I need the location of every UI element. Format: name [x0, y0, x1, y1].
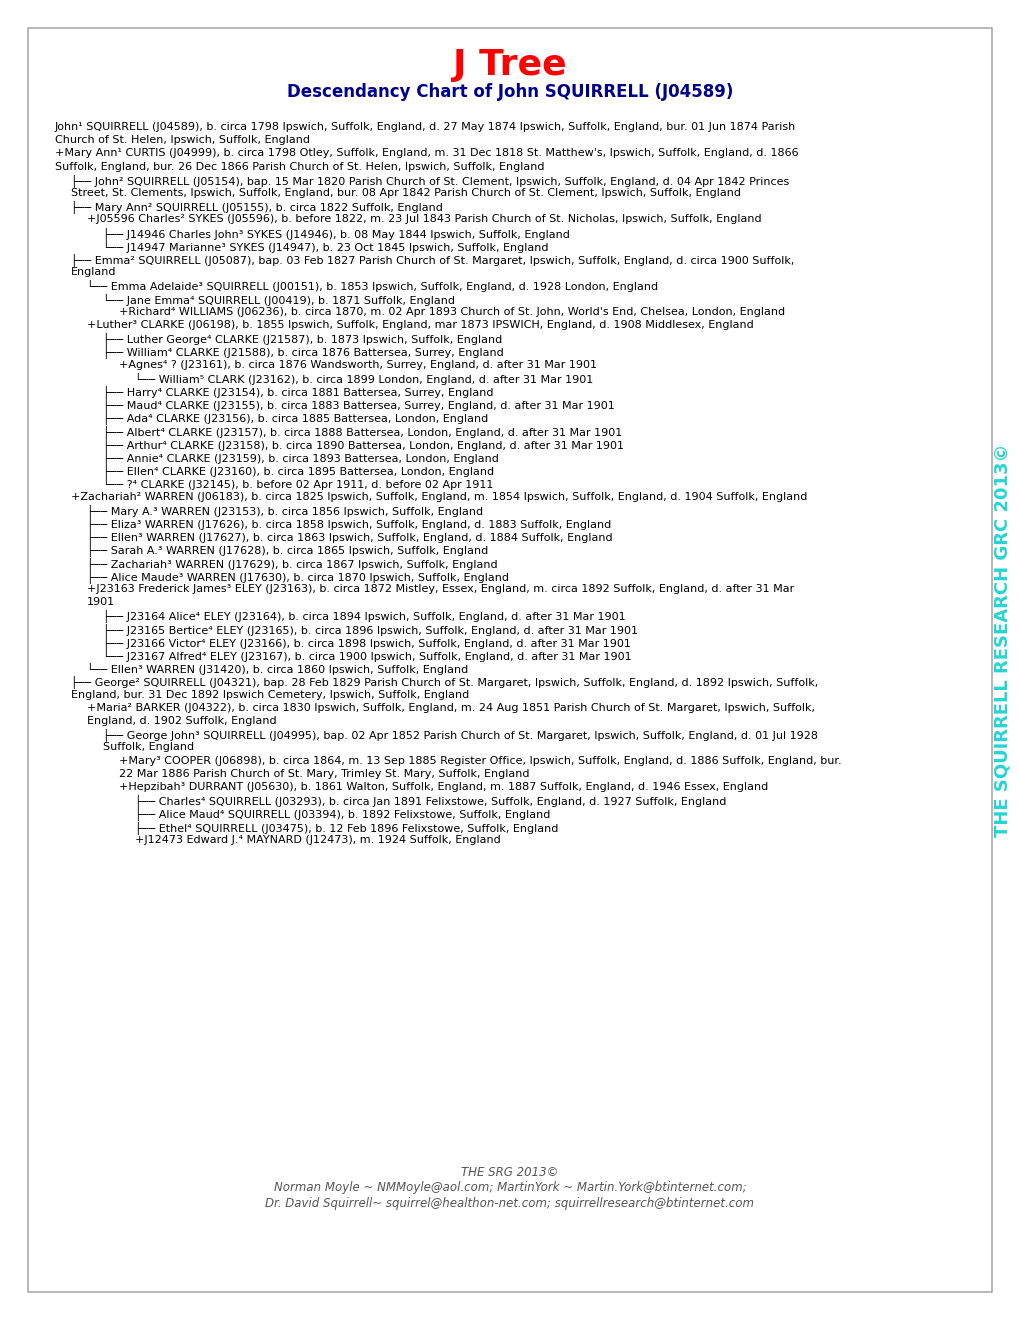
Text: ├── Charles⁴ SQUIRRELL (J03293), b. circa Jan 1891 Felixstowe, Suffolk, England,: ├── Charles⁴ SQUIRRELL (J03293), b. circ… [135, 795, 726, 808]
Text: 1901: 1901 [87, 597, 115, 607]
Text: +Luther³ CLARKE (J06198), b. 1855 Ipswich, Suffolk, England, mar 1873 IPSWICH, E: +Luther³ CLARKE (J06198), b. 1855 Ipswic… [87, 319, 753, 330]
Text: Church of St. Helen, Ipswich, Suffolk, England: Church of St. Helen, Ipswich, Suffolk, E… [55, 135, 310, 145]
Text: Street, St. Clements, Ipswich, Suffolk, England, bur. 08 Apr 1842 Parish Church : Street, St. Clements, Ipswich, Suffolk, … [71, 187, 740, 198]
Text: Suffolk, England: Suffolk, England [103, 742, 194, 752]
Text: ├── J14946 Charles John³ SYKES (J14946), b. 08 May 1844 Ipswich, Suffolk, Englan: ├── J14946 Charles John³ SYKES (J14946),… [103, 227, 570, 240]
Text: +J23163 Frederick James³ ELEY (J23163), b. circa 1872 Mistley, Essex, England, m: +J23163 Frederick James³ ELEY (J23163), … [87, 583, 794, 594]
Text: ├── Mary Ann² SQUIRRELL (J05155), b. circa 1822 Suffolk, England: ├── Mary Ann² SQUIRRELL (J05155), b. cir… [71, 201, 442, 214]
Text: +Agnes⁴ ? (J23161), b. circa 1876 Wandsworth, Surrey, England, d. after 31 Mar 1: +Agnes⁴ ? (J23161), b. circa 1876 Wandsw… [119, 359, 596, 370]
Text: └── Ellen³ WARREN (J31420), b. circa 1860 Ipswich, Suffolk, England: └── Ellen³ WARREN (J31420), b. circa 186… [87, 663, 468, 676]
Text: ├── William⁴ CLARKE (J21588), b. circa 1876 Battersea, Surrey, England: ├── William⁴ CLARKE (J21588), b. circa 1… [103, 346, 503, 359]
Text: ├── Sarah A.³ WARREN (J17628), b. circa 1865 Ipswich, Suffolk, England: ├── Sarah A.³ WARREN (J17628), b. circa … [87, 544, 488, 557]
Text: +Richard⁴ WILLIAMS (J06236), b. circa 1870, m. 02 Apr 1893 Church of St. John, W: +Richard⁴ WILLIAMS (J06236), b. circa 18… [119, 306, 785, 317]
Text: +Hepzibah³ DURRANT (J05630), b. 1861 Walton, Suffolk, England, m. 1887 Suffolk, : +Hepzibah³ DURRANT (J05630), b. 1861 Wal… [119, 781, 767, 792]
Text: England: England [71, 267, 116, 277]
Text: ├── John² SQUIRRELL (J05154), bap. 15 Mar 1820 Parish Church of St. Clement, Ips: ├── John² SQUIRRELL (J05154), bap. 15 Ma… [71, 174, 789, 187]
Text: ├── J23166 Victor⁴ ELEY (J23166), b. circa 1898 Ipswich, Suffolk, England, d. af: ├── J23166 Victor⁴ ELEY (J23166), b. cir… [103, 636, 631, 649]
Text: J Tree: J Tree [452, 48, 567, 82]
Text: ├── Maud⁴ CLARKE (J23155), b. circa 1883 Battersea, Surrey, England, d. after 31: ├── Maud⁴ CLARKE (J23155), b. circa 1883… [103, 399, 614, 412]
Text: 22 Mar 1886 Parish Church of St. Mary, Trimley St. Mary, Suffolk, England: 22 Mar 1886 Parish Church of St. Mary, T… [119, 768, 529, 779]
Text: John¹ SQUIRRELL (J04589), b. circa 1798 Ipswich, Suffolk, England, d. 27 May 187: John¹ SQUIRRELL (J04589), b. circa 1798 … [55, 121, 796, 132]
Text: ├── J23164 Alice⁴ ELEY (J23164), b. circa 1894 Ipswich, Suffolk, England, d. aft: ├── J23164 Alice⁴ ELEY (J23164), b. circ… [103, 610, 625, 623]
Text: ├── Zachariah³ WARREN (J17629), b. circa 1867 Ipswich, Suffolk, England: ├── Zachariah³ WARREN (J17629), b. circa… [87, 557, 497, 570]
Text: THE SRG 2013©: THE SRG 2013© [461, 1166, 558, 1179]
Text: ├── Arthur⁴ CLARKE (J23158), b. circa 1890 Battersea, London, England, d. after : ├── Arthur⁴ CLARKE (J23158), b. circa 18… [103, 438, 624, 451]
Text: Descendancy Chart of John SQUIRRELL (J04589): Descendancy Chart of John SQUIRRELL (J04… [286, 83, 733, 102]
Text: ├── George John³ SQUIRRELL (J04995), bap. 02 Apr 1852 Parish Church of St. Marga: ├── George John³ SQUIRRELL (J04995), bap… [103, 729, 817, 742]
Text: Norman Moyle ~ NMMoyle@aol.com; MartinYork ~ Martin.York@btinternet.com;: Norman Moyle ~ NMMoyle@aol.com; MartinYo… [273, 1181, 746, 1195]
Text: ├── Alice Maude³ WARREN (J17630), b. circa 1870 Ipswich, Suffolk, England: ├── Alice Maude³ WARREN (J17630), b. cir… [87, 570, 508, 583]
Text: ├── Luther George⁴ CLARKE (J21587), b. 1873 Ipswich, Suffolk, England: ├── Luther George⁴ CLARKE (J21587), b. 1… [103, 333, 501, 346]
Text: +Mary Ann¹ CURTIS (J04999), b. circa 1798 Otley, Suffolk, England, m. 31 Dec 181: +Mary Ann¹ CURTIS (J04999), b. circa 179… [55, 148, 798, 158]
Text: +J05596 Charles² SYKES (J05596), b. before 1822, m. 23 Jul 1843 Parish Church of: +J05596 Charles² SYKES (J05596), b. befo… [87, 214, 761, 224]
Text: +Maria² BARKER (J04322), b. circa 1830 Ipswich, Suffolk, England, m. 24 Aug 1851: +Maria² BARKER (J04322), b. circa 1830 I… [87, 702, 814, 713]
Text: └── J23167 Alfred⁴ ELEY (J23167), b. circa 1900 Ipswich, Suffolk, England, d. af: └── J23167 Alfred⁴ ELEY (J23167), b. cir… [103, 649, 631, 663]
Text: ├── Annie⁴ CLARKE (J23159), b. circa 1893 Battersea, London, England: ├── Annie⁴ CLARKE (J23159), b. circa 189… [103, 451, 498, 465]
Text: ├── J23165 Bertice⁴ ELEY (J23165), b. circa 1896 Ipswich, Suffolk, England, d. a: ├── J23165 Bertice⁴ ELEY (J23165), b. ci… [103, 623, 637, 636]
Text: ├── Ellen³ WARREN (J17627), b. circa 1863 Ipswich, Suffolk, England, d. 1884 Suf: ├── Ellen³ WARREN (J17627), b. circa 186… [87, 531, 612, 544]
Text: └── William⁵ CLARK (J23162), b. circa 1899 London, England, d. after 31 Mar 1901: └── William⁵ CLARK (J23162), b. circa 18… [135, 372, 593, 385]
Text: England, d. 1902 Suffolk, England: England, d. 1902 Suffolk, England [87, 715, 276, 726]
Text: ├── Mary A.³ WARREN (J23153), b. circa 1856 Ipswich, Suffolk, England: ├── Mary A.³ WARREN (J23153), b. circa 1… [87, 504, 483, 517]
Text: ├── Ellen⁴ CLARKE (J23160), b. circa 1895 Battersea, London, England: ├── Ellen⁴ CLARKE (J23160), b. circa 189… [103, 465, 493, 478]
Text: ├── Harry⁴ CLARKE (J23154), b. circa 1881 Battersea, Surrey, England: ├── Harry⁴ CLARKE (J23154), b. circa 188… [103, 385, 493, 399]
Text: ├── Ada⁴ CLARKE (J23156), b. circa 1885 Battersea, London, England: ├── Ada⁴ CLARKE (J23156), b. circa 1885 … [103, 412, 488, 425]
Text: +J12473 Edward J.⁴ MAYNARD (J12473), m. 1924 Suffolk, England: +J12473 Edward J.⁴ MAYNARD (J12473), m. … [135, 834, 500, 845]
Text: THE SQUIRRELL RESEARCH GRC 2013©: THE SQUIRRELL RESEARCH GRC 2013© [994, 444, 1011, 837]
Text: ├── Alice Maud⁴ SQUIRRELL (J03394), b. 1892 Felixstowe, Suffolk, England: ├── Alice Maud⁴ SQUIRRELL (J03394), b. 1… [135, 808, 550, 821]
Text: ├── Ethel⁴ SQUIRRELL (J03475), b. 12 Feb 1896 Felixstowe, Suffolk, England: ├── Ethel⁴ SQUIRRELL (J03475), b. 12 Feb… [135, 821, 557, 834]
Text: └── Emma Adelaide³ SQUIRRELL (J00151), b. 1853 Ipswich, Suffolk, England, d. 192: └── Emma Adelaide³ SQUIRRELL (J00151), b… [87, 280, 657, 293]
Text: ├── George² SQUIRRELL (J04321), bap. 28 Feb 1829 Parish Church of St. Margaret, : ├── George² SQUIRRELL (J04321), bap. 28 … [71, 676, 817, 689]
Text: Suffolk, England, bur. 26 Dec 1866 Parish Church of St. Helen, Ipswich, Suffolk,: Suffolk, England, bur. 26 Dec 1866 Paris… [55, 161, 544, 172]
Text: +Zachariah² WARREN (J06183), b. circa 1825 Ipswich, Suffolk, England, m. 1854 Ip: +Zachariah² WARREN (J06183), b. circa 18… [71, 491, 807, 502]
Text: └── ?⁴ CLARKE (J32145), b. before 02 Apr 1911, d. before 02 Apr 1911: └── ?⁴ CLARKE (J32145), b. before 02 Apr… [103, 478, 493, 491]
Text: ├── Albert⁴ CLARKE (J23157), b. circa 1888 Battersea, London, England, d. after : ├── Albert⁴ CLARKE (J23157), b. circa 18… [103, 425, 622, 438]
Text: England, bur. 31 Dec 1892 Ipswich Cemetery, Ipswich, Suffolk, England: England, bur. 31 Dec 1892 Ipswich Cemete… [71, 689, 469, 700]
Text: Dr. David Squirrell~ squirrel@healthon-net.com; squirrellresearch@btinternet.com: Dr. David Squirrell~ squirrel@healthon-n… [265, 1197, 754, 1210]
Text: └── Jane Emma⁴ SQUIRRELL (J00419), b. 1871 Suffolk, England: └── Jane Emma⁴ SQUIRRELL (J00419), b. 18… [103, 293, 454, 306]
Text: ├── Eliza³ WARREN (J17626), b. circa 1858 Ipswich, Suffolk, England, d. 1883 Suf: ├── Eliza³ WARREN (J17626), b. circa 185… [87, 517, 610, 531]
Text: ├── Emma² SQUIRRELL (J05087), bap. 03 Feb 1827 Parish Church of St. Margaret, Ip: ├── Emma² SQUIRRELL (J05087), bap. 03 Fe… [71, 253, 794, 267]
Text: +Mary³ COOPER (J06898), b. circa 1864, m. 13 Sep 1885 Register Office, Ipswich, : +Mary³ COOPER (J06898), b. circa 1864, m… [119, 755, 841, 766]
Text: └── J14947 Marianne³ SYKES (J14947), b. 23 Oct 1845 Ipswich, Suffolk, England: └── J14947 Marianne³ SYKES (J14947), b. … [103, 240, 548, 253]
